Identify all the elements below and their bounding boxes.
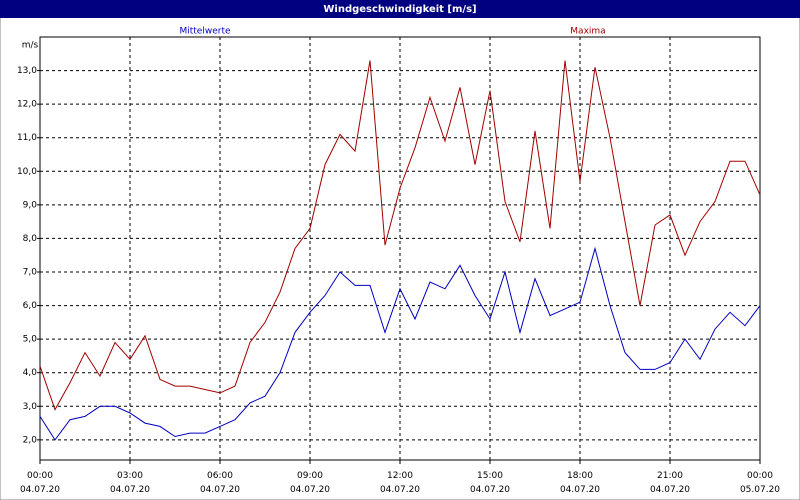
chart-title: Windgeschwindigkeit [m/s] xyxy=(323,4,476,15)
y-tick-label: 13,0 xyxy=(17,66,37,76)
x-tick-label: 15:00 04.07.20 xyxy=(470,471,510,495)
y-tick-label: 3,0 xyxy=(23,402,38,412)
x-tick-label: 12:00 04.07.20 xyxy=(380,471,420,495)
x-tick-label: 03:00 04.07.20 xyxy=(110,471,150,495)
data-line xyxy=(39,246,761,441)
data-line xyxy=(39,60,761,411)
y-tick-label: 4,0 xyxy=(23,368,38,378)
x-tick-label: 00:00 04.07.20 xyxy=(20,471,60,495)
x-tick-label: 06:00 04.07.20 xyxy=(200,471,240,495)
legend-label: Maxima xyxy=(570,27,605,37)
y-tick-label: 2,0 xyxy=(23,435,38,445)
legend-label: Mittelwerte xyxy=(179,27,230,37)
y-tick-label: 6,0 xyxy=(23,301,38,311)
x-tick-label: 09:00 04.07.20 xyxy=(290,471,330,495)
y-tick-label: 11,0 xyxy=(17,133,37,143)
y-tick-label: 8,0 xyxy=(23,234,38,244)
x-tick-label: 00:00 05.07.20 xyxy=(740,471,780,495)
y-tick-label: 7,0 xyxy=(23,268,38,278)
title-bar xyxy=(0,0,800,18)
y-tick-label: 9,0 xyxy=(23,200,38,210)
x-tick-label: 21:00 04.07.20 xyxy=(650,471,690,495)
y-axis-label: m/s xyxy=(22,41,39,51)
x-tick-label: 18:00 04.07.20 xyxy=(560,471,600,495)
y-tick-label: 12,0 xyxy=(17,100,37,110)
y-tick-label: 10,0 xyxy=(17,167,37,177)
y-tick-label: 5,0 xyxy=(23,335,38,345)
